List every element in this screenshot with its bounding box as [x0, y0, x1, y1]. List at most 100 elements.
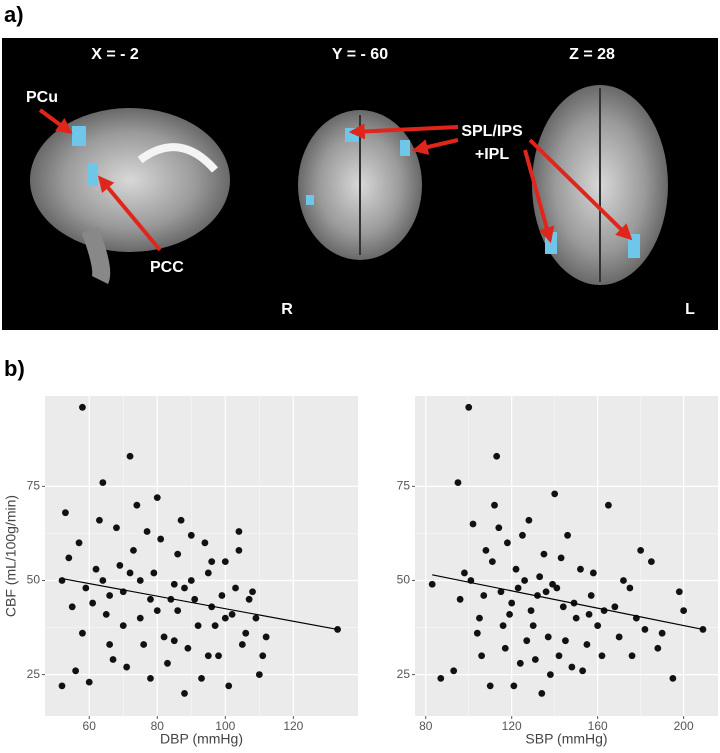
point	[99, 577, 107, 584]
point	[170, 637, 178, 645]
point	[140, 641, 148, 648]
point	[680, 607, 688, 614]
point	[572, 614, 580, 622]
point	[164, 659, 171, 667]
point	[615, 633, 623, 641]
slice-label: X = - 2	[91, 46, 139, 63]
point	[476, 614, 483, 622]
point	[245, 595, 253, 603]
point	[262, 633, 270, 641]
point	[85, 678, 93, 686]
point	[102, 610, 110, 618]
point	[669, 674, 677, 682]
panel-label: a)	[4, 2, 24, 27]
point	[191, 595, 199, 603]
x-tick-label: 120	[283, 719, 303, 733]
point	[501, 644, 509, 652]
point	[242, 629, 250, 637]
x-tick-label: 120	[502, 719, 522, 733]
activation	[72, 126, 86, 146]
point	[201, 539, 209, 547]
plot-background	[415, 396, 718, 716]
point	[583, 641, 591, 648]
point	[497, 588, 505, 596]
point	[525, 516, 533, 524]
point	[562, 637, 569, 645]
point	[99, 479, 107, 486]
point	[461, 569, 468, 577]
point	[465, 403, 473, 411]
point	[529, 622, 537, 630]
point	[482, 546, 490, 554]
activation	[400, 140, 410, 156]
point	[249, 588, 256, 596]
point	[147, 595, 154, 603]
point	[605, 501, 612, 509]
sagittal-slice	[30, 108, 230, 252]
point	[531, 656, 539, 663]
point	[551, 490, 559, 498]
point	[174, 550, 182, 558]
point	[486, 682, 494, 690]
point	[508, 599, 516, 607]
brain-panel: X = - 2 Y = - 60 Z = 28 PCu PCC SPL/IPS …	[2, 38, 718, 330]
point	[170, 580, 178, 588]
point	[647, 558, 655, 566]
point	[157, 535, 165, 543]
point	[79, 403, 86, 411]
point	[480, 592, 488, 599]
point	[228, 610, 236, 618]
point	[658, 629, 666, 637]
activation	[306, 195, 314, 205]
x-tick-label: 80	[151, 719, 165, 733]
point	[62, 509, 69, 517]
point	[109, 656, 117, 663]
point	[544, 633, 552, 641]
point	[527, 607, 535, 614]
point	[519, 531, 526, 539]
point	[521, 577, 528, 584]
arrow	[528, 138, 633, 241]
point	[600, 607, 608, 614]
point	[564, 531, 571, 539]
x-axis-title: SBP (mmHg)	[525, 731, 607, 747]
point	[493, 452, 501, 460]
plot-background	[45, 396, 358, 716]
point	[147, 674, 154, 682]
point	[221, 558, 229, 566]
point	[211, 622, 219, 630]
point	[181, 584, 188, 592]
point	[65, 554, 73, 562]
point	[116, 562, 124, 569]
region-label: PCu	[26, 89, 58, 106]
point	[559, 603, 567, 611]
y-tick-label: 50	[397, 573, 411, 587]
panel-label: b)	[4, 356, 25, 381]
trend-line	[432, 574, 704, 630]
point	[106, 641, 114, 648]
point	[181, 690, 188, 697]
point	[585, 610, 593, 618]
arrow	[348, 123, 459, 140]
y-tick-label: 75	[27, 479, 41, 493]
point	[512, 565, 520, 573]
point	[160, 633, 168, 641]
point	[198, 674, 205, 682]
point	[92, 565, 100, 573]
point	[557, 554, 565, 562]
y-tick-label: 25	[27, 667, 41, 681]
point	[542, 588, 550, 596]
point	[510, 682, 518, 690]
point	[536, 573, 544, 581]
slice-label: Z = 28	[569, 46, 615, 63]
point	[119, 622, 127, 630]
point	[150, 569, 158, 577]
brainstem	[81, 226, 111, 285]
x-axis-title: DBP (mmHg)	[160, 731, 243, 747]
x-tick-label: 100	[215, 719, 235, 733]
point	[225, 682, 233, 690]
point	[594, 622, 602, 630]
y-tick-label: 25	[397, 667, 411, 681]
point	[628, 652, 636, 660]
point	[177, 516, 185, 524]
